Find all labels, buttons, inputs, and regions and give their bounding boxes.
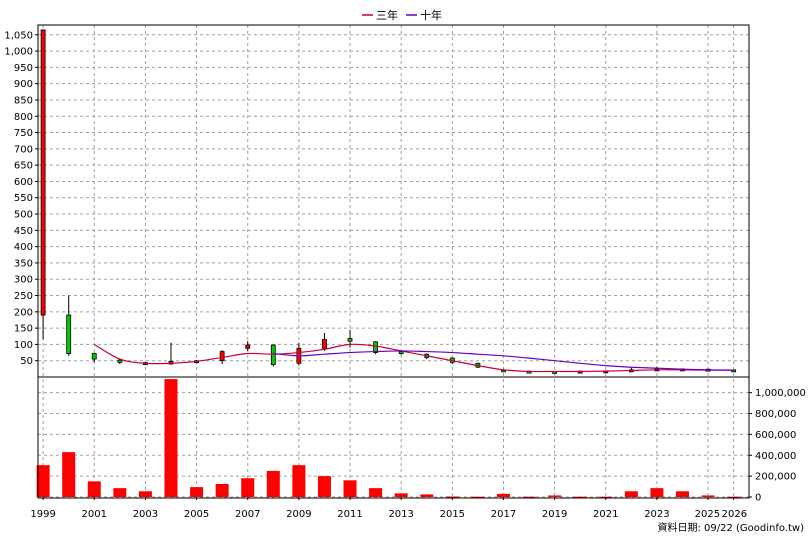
candle-body [117,359,123,363]
year-tick-label: 2009 [286,509,311,520]
volume-bar [573,496,587,498]
price-tick-label: 400 [14,242,33,253]
price-tick-label: 600 [14,177,33,188]
volume-bar [87,481,101,497]
year-tick-label: 2021 [593,509,618,520]
price-tick-label: 550 [14,193,33,204]
candle-body [91,353,97,360]
volume-bars [36,379,741,498]
price-tick-label: 200 [14,307,33,318]
moving-average-line [273,350,734,371]
price-tick-label: 850 [14,95,33,106]
year-tick-label: 2003 [133,509,158,520]
volume-tick-label: 800,000 [755,409,796,420]
volume-tick-label: 1,000,000 [755,388,806,399]
volume-bar [266,470,280,497]
candle-body [40,29,46,316]
price-tick-label: 150 [14,324,33,335]
volume-bar [190,487,204,497]
year-tick-label: 2013 [388,509,413,520]
moving-average-lines [93,343,734,373]
candle-body [373,341,378,353]
year-tick-label: 1999 [30,509,55,520]
price-tick-label: 750 [14,128,33,139]
volume-panel-border [37,376,750,499]
price-tick-label: 500 [14,210,33,221]
year-tick-label: 2017 [491,509,516,520]
volume-tick-label: 0 [755,493,761,504]
price-tick-label: 950 [14,63,33,74]
price-tick-label: 1,050 [4,30,33,41]
price-tick-label: 450 [14,226,33,237]
price-tick-label: 50 [20,356,33,367]
legend-label-3yr: 三年 [376,8,398,22]
volume-bar [164,379,178,497]
candle-body [322,339,327,349]
legend: 三年 十年 [362,8,442,22]
price-tick-label: 250 [14,291,33,302]
volume-bar [36,465,50,497]
volume-bar [343,480,357,497]
candle-body [398,351,404,354]
volume-bar [241,478,255,497]
price-tick-label: 350 [14,258,33,269]
legend-label-10yr: 十年 [420,8,442,22]
volume-bar [62,452,76,497]
volume-bar [701,495,715,497]
year-tick-label: 2007 [235,509,260,520]
candle-body [270,344,276,366]
volume-bar [522,496,536,498]
volume-bar [624,491,638,497]
price-tick-label: 700 [14,144,33,155]
year-tick-label: 2026 [722,509,747,520]
volume-tick-label: 400,000 [755,451,796,462]
candle-body [66,314,72,354]
year-tick-label: 2001 [82,509,107,520]
year-axis: 1999 2001 2003 2005 2007 2009 2011 2013 2015 2017… [30,497,747,520]
volume-bar [445,496,459,498]
year-tick-label: 2015 [440,509,465,520]
year-tick-label: 2005 [184,509,209,520]
price-tick-label: 650 [14,161,33,172]
candle-body [219,351,225,362]
price-tick-label: 900 [14,79,33,90]
volume-bar [292,465,306,497]
volume-tick-label: 200,000 [755,472,796,483]
volume-bar [215,483,229,497]
volume-axis: 0 200,000 400,000 600,000 800,000 1,000,000 [749,388,806,504]
volume-bar [496,493,510,497]
volume-bar [548,495,562,497]
volume-tick-label: 600,000 [755,430,796,441]
volume-bar [650,488,664,497]
price-tick-label: 300 [14,275,33,286]
year-tick-label: 2019 [542,509,567,520]
volume-bar [317,476,331,497]
candle-body [347,338,353,342]
price-axis: 50 100 150 200 250 300 350 400 450 500 550 600 650 70… [4,30,38,367]
volume-bar [471,496,485,498]
volume-bar [138,491,152,497]
price-tick-label: 100 [14,340,33,351]
year-tick-label: 2023 [644,509,669,520]
moving-average-line [93,343,734,373]
candle-body [245,344,251,349]
volume-bar [113,488,127,497]
volume-bar [676,491,690,497]
data-date-footer: 資料日期: 09/22 (Goodinfo.tw) [657,521,804,534]
year-tick-label: 2025 [695,509,720,520]
price-tick-label: 800 [14,112,33,123]
volume-bar [394,493,408,497]
volume-bar [420,494,434,497]
grid-lines [38,25,749,498]
volume-bar [369,488,383,497]
price-tick-label: 1,000 [4,47,33,58]
year-tick-label: 2011 [337,509,362,520]
